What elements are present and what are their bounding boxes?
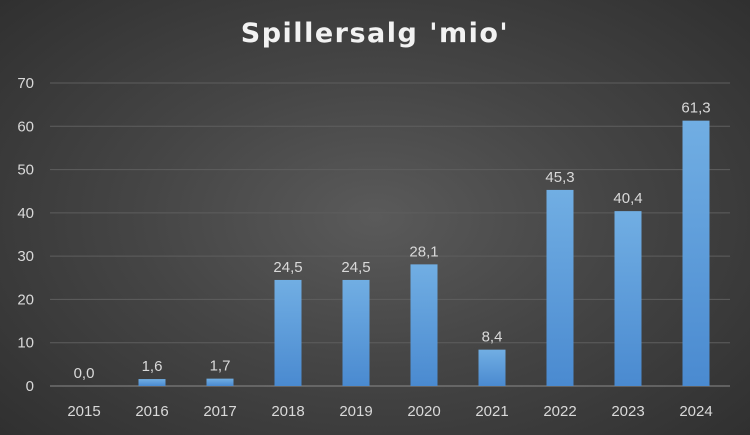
data-label-2018: 24,5 [273,259,302,276]
data-label-2021: 8,4 [482,329,503,346]
bar-2024 [682,120,710,386]
bar-2018 [274,279,302,386]
y-tick-label: 10 [17,335,34,352]
x-tick-label-2024: 2024 [679,403,712,420]
bar-2016 [138,379,166,386]
x-tick-label-2017: 2017 [203,403,236,420]
x-tick-label-2019: 2019 [339,403,372,420]
x-tick-label-2018: 2018 [271,403,304,420]
bar-2017 [206,378,234,386]
data-label-2015: 0,0 [74,365,95,382]
y-tick-label: 0 [26,378,34,395]
bar-2020 [410,264,438,386]
data-label-2019: 24,5 [341,259,370,276]
data-label-2023: 40,4 [613,190,642,207]
y-tick-label: 60 [17,118,34,135]
y-tick-label: 70 [17,75,34,92]
x-tick-label-2021: 2021 [475,403,508,420]
data-label-2022: 45,3 [545,169,574,186]
labels: 0 10 20 30 40 50 60 70 0,0 2015 1,6 2016 1,7 2017 24,5… [17,75,712,420]
bar-2023 [614,211,642,386]
bars [138,120,710,386]
x-tick-label-2020: 2020 [407,403,440,420]
bar-2021 [478,349,506,386]
x-tick-label-2023: 2023 [611,403,644,420]
x-tick-label-2022: 2022 [543,403,576,420]
y-tick-label: 50 [17,162,34,179]
bar-2022 [546,189,574,386]
data-label-2020: 28,1 [409,243,438,260]
y-tick-label: 40 [17,205,34,222]
x-tick-label-2015: 2015 [67,403,100,420]
y-tick-label: 30 [17,248,34,265]
data-label-2016: 1,6 [142,358,163,375]
bar-2019 [342,279,370,386]
data-label-2017: 1,7 [210,358,231,375]
data-label-2024: 61,3 [681,100,710,117]
y-tick-label: 20 [17,291,34,308]
x-tick-label-2016: 2016 [135,403,168,420]
chart-title: Spillersalg 'mio' [240,18,510,49]
